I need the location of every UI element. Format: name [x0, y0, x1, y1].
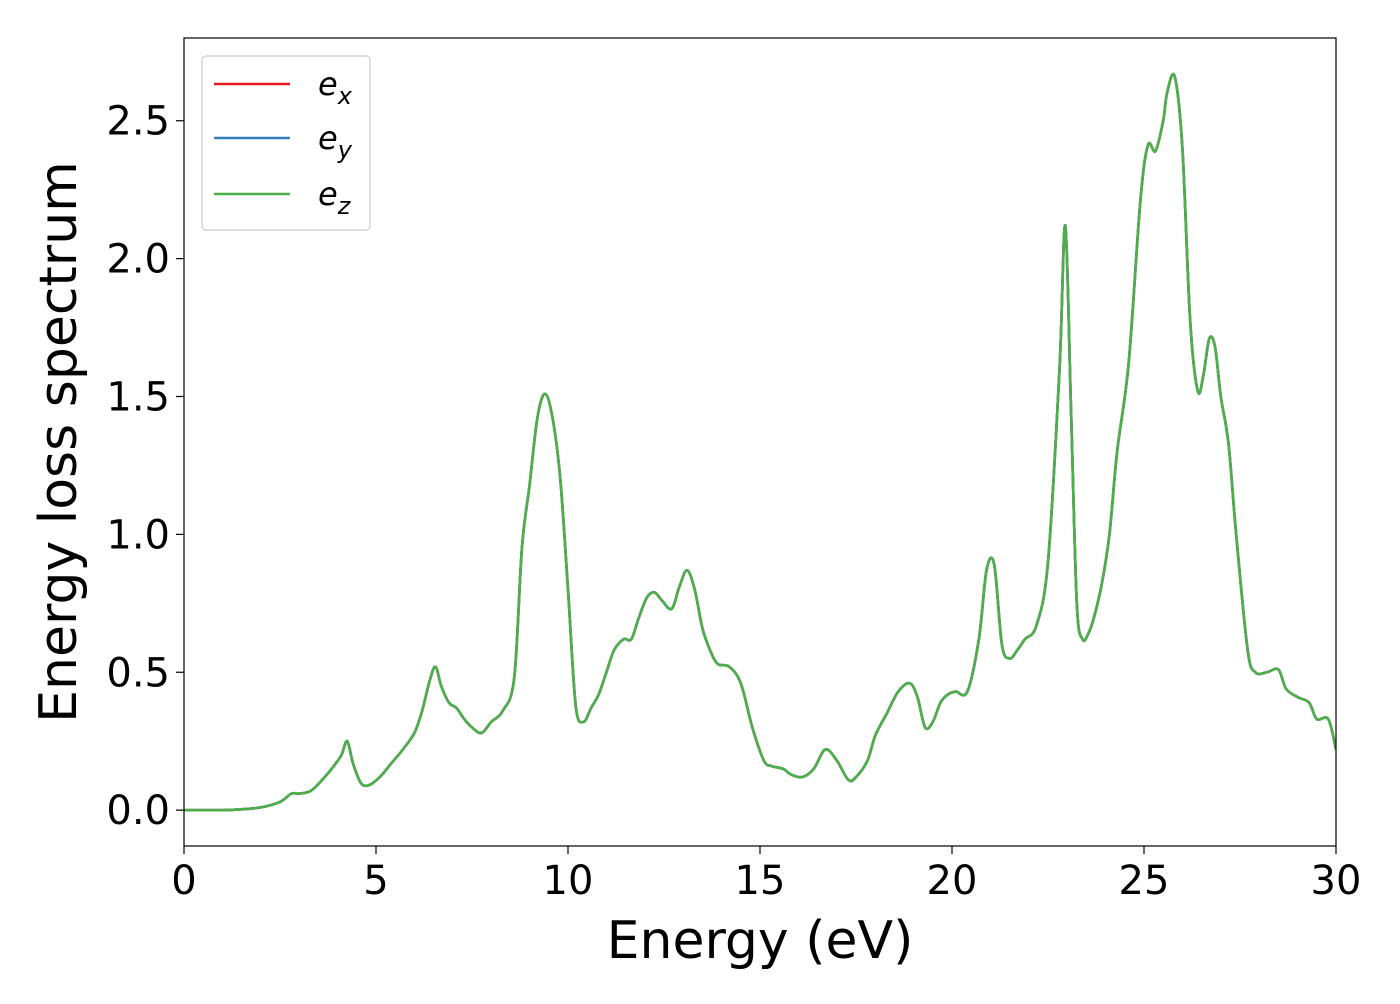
legend-label-ex: ex: [318, 65, 353, 110]
y-tick-label: 0.5: [106, 650, 170, 696]
x-tick-label: 30: [1311, 858, 1362, 904]
x-axis-ticks: 0 5 10 15 20 25 30: [171, 846, 1361, 904]
y-tick-label: 2.0: [106, 237, 170, 283]
legend-label-ez: ez: [318, 175, 352, 220]
series-line-ez: [184, 72, 1336, 812]
x-tick-label: 15: [735, 858, 786, 904]
y-tick-label: 1.0: [106, 512, 170, 558]
y-tick-label: 0.0: [106, 788, 170, 834]
x-tick-label: 10: [543, 858, 594, 904]
y-tick-label: 1.5: [106, 374, 170, 420]
y-axis-ticks: 0.0 0.5 1.0 1.5 2.0 2.5: [106, 99, 184, 834]
x-tick-label: 5: [363, 858, 388, 904]
x-tick-label: 0: [171, 858, 196, 904]
legend-box: [201, 55, 371, 231]
y-tick-label: 2.5: [106, 99, 170, 145]
x-axis-label: Energy (eV): [607, 911, 914, 971]
legend: ex ey ez: [201, 55, 371, 231]
x-tick-label: 20: [927, 858, 978, 904]
series-layer: [184, 72, 1336, 812]
y-axis-label: Energy loss spectrum: [29, 161, 89, 723]
legend-label-ey: ey: [318, 119, 353, 164]
x-tick-label: 25: [1119, 858, 1170, 904]
